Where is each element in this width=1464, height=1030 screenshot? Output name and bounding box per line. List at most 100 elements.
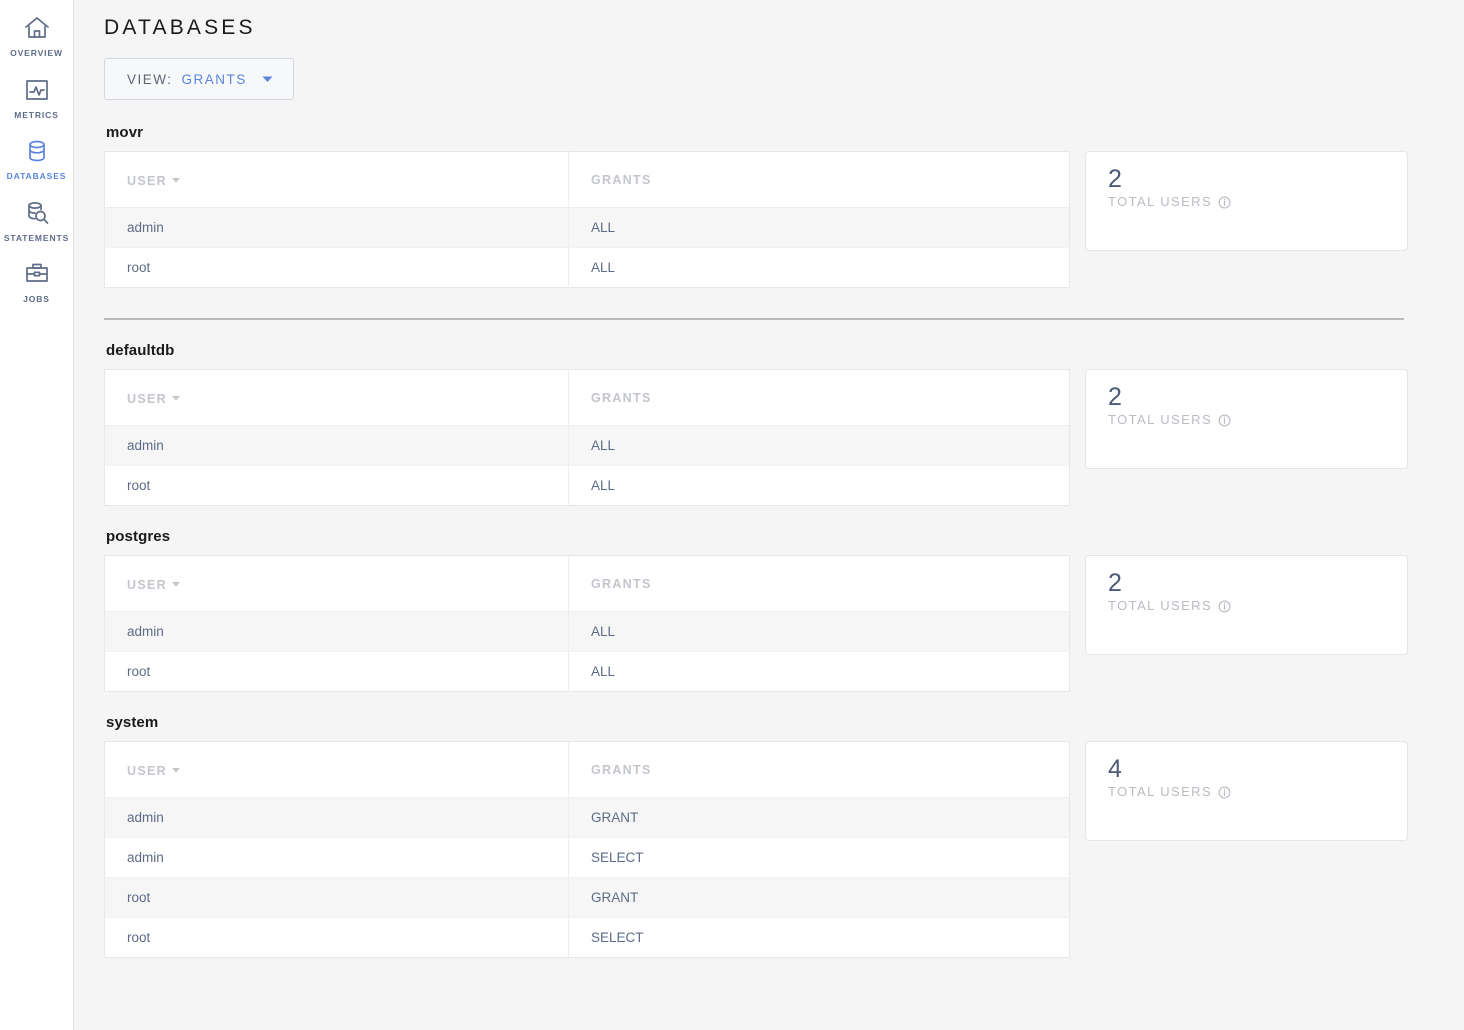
section-divider [104,318,1404,320]
table-row[interactable]: root ALL [104,651,1070,692]
sort-descending-caret-icon [171,576,180,590]
cell-user: admin [104,797,569,838]
chevron-down-icon [262,70,273,88]
cell-grants: ALL [568,207,1070,248]
info-circle-icon[interactable] [1218,784,1231,799]
column-header-user[interactable]: USER [104,369,569,426]
column-header-user-label: USER [127,763,167,778]
column-header-user-label: USER [127,173,167,188]
grants-table: USER GRANTS admin ALL root ALL [104,151,1070,288]
table-header-row: USER GRANTS [104,151,1070,208]
sidebar-item-statements[interactable]: STATEMENTS [0,189,74,251]
sidebar-item-overview[interactable]: OVERVIEW [0,4,74,66]
database-section: defaultdb USER GRANTS admin ALL root ALL 2 TOTAL… [104,342,1420,506]
main-content: DATABASES VIEW: GRANTS movr USER GRANTS adm… [74,0,1464,1030]
cell-user: root [104,877,569,918]
total-users-card: 2 TOTAL USERS [1085,369,1408,469]
column-header-grants[interactable]: GRANTS [568,151,1070,208]
table-row[interactable]: admin ALL [104,425,1070,466]
sidebar-item-label: STATEMENTS [3,232,70,243]
cell-grants: ALL [568,247,1070,288]
sidebar-item-jobs[interactable]: JOBS [0,250,74,312]
info-circle-icon[interactable] [1218,412,1231,427]
column-header-grants-label: GRANTS [591,172,652,187]
total-users-caption-label: TOTAL USERS [1108,194,1213,210]
total-users-caption-label: TOTAL USERS [1108,412,1213,428]
sidebar-item-label: DATABASES [6,171,67,181]
table-row[interactable]: admin SELECT [104,837,1070,878]
table-row[interactable]: root ALL [104,465,1070,506]
table-row[interactable]: root GRANT [104,877,1070,918]
database-name: movr [106,124,144,141]
cell-user: root [104,465,569,506]
view-selector-dropdown[interactable]: VIEW: GRANTS [104,58,294,100]
column-header-grants-label: GRANTS [591,762,652,777]
total-users-caption-label: TOTAL USERS [1108,598,1213,614]
database-section: movr USER GRANTS admin ALL root ALL 2 TOTAL USER… [104,124,1420,288]
column-header-user[interactable]: USER [104,741,569,798]
database-section-body: USER GRANTS admin ALL root ALL 2 TOTAL USERS [104,555,1420,692]
total-users-caption: TOTAL USERS [1108,598,1387,613]
table-header-row: USER GRANTS [104,555,1070,612]
info-circle-icon[interactable] [1218,598,1231,613]
cell-user: admin [104,207,569,248]
cell-grants: ALL [568,425,1070,466]
table-header-row: USER GRANTS [104,741,1070,798]
cell-user: admin [104,837,569,878]
total-users-count: 2 [1108,165,1122,193]
table-row[interactable]: admin ALL [104,611,1070,652]
page-title: DATABASES [104,16,256,39]
total-users-caption-label: TOTAL USERS [1108,784,1213,800]
database-section: system USER GRANTS admin GRANT admin SELECT roo… [104,714,1420,958]
database-name: defaultdb [106,342,175,359]
column-header-grants-label: GRANTS [591,390,652,405]
database-name: postgres [106,528,171,545]
cell-user: root [104,917,569,958]
sidebar: OVERVIEW METRICS DATABASES STATEMENTS JO… [0,0,74,1030]
column-header-user[interactable]: USER [104,151,569,208]
home-icon [23,14,51,42]
table-row[interactable]: admin ALL [104,207,1070,248]
view-selector-label: VIEW: [127,71,173,87]
databases-list: movr USER GRANTS admin ALL root ALL 2 TOTAL USER… [104,124,1420,958]
column-header-grants[interactable]: GRANTS [568,555,1070,612]
database-icon [23,137,51,165]
sidebar-item-metrics[interactable]: METRICS [0,66,74,128]
cell-grants: SELECT [568,917,1070,958]
sort-descending-caret-icon [171,390,180,404]
column-header-grants-label: GRANTS [591,576,652,591]
cell-user: admin [104,425,569,466]
table-row[interactable]: root SELECT [104,917,1070,958]
briefcase-icon [23,260,51,288]
table-row[interactable]: root ALL [104,247,1070,288]
total-users-caption: TOTAL USERS [1108,194,1387,209]
column-header-grants[interactable]: GRANTS [568,741,1070,798]
cell-grants: GRANT [568,797,1070,838]
total-users-card: 2 TOTAL USERS [1085,151,1408,251]
cell-grants: GRANT [568,877,1070,918]
sort-descending-caret-icon [171,762,180,776]
total-users-caption: TOTAL USERS [1108,412,1387,427]
info-circle-icon[interactable] [1218,194,1231,209]
column-header-grants[interactable]: GRANTS [568,369,1070,426]
total-users-card: 4 TOTAL USERS [1085,741,1408,841]
cell-user: root [104,247,569,288]
database-section: postgres USER GRANTS admin ALL root ALL 2 TOTAL … [104,528,1420,692]
cell-user: root [104,651,569,692]
column-header-user-label: USER [127,391,167,406]
cell-grants: ALL [568,465,1070,506]
grants-table: USER GRANTS admin ALL root ALL [104,369,1070,506]
sidebar-item-label: METRICS [14,109,59,120]
table-row[interactable]: admin GRANT [104,797,1070,838]
column-header-user[interactable]: USER [104,555,569,612]
total-users-count: 4 [1108,755,1122,783]
sidebar-item-label: OVERVIEW [10,48,63,58]
cell-user: admin [104,611,569,652]
total-users-caption: TOTAL USERS [1108,784,1387,799]
sort-descending-caret-icon [171,172,180,186]
cell-grants: ALL [568,651,1070,692]
sidebar-item-databases[interactable]: DATABASES [0,127,74,189]
cell-grants: ALL [568,611,1070,652]
metrics-icon [23,76,51,104]
